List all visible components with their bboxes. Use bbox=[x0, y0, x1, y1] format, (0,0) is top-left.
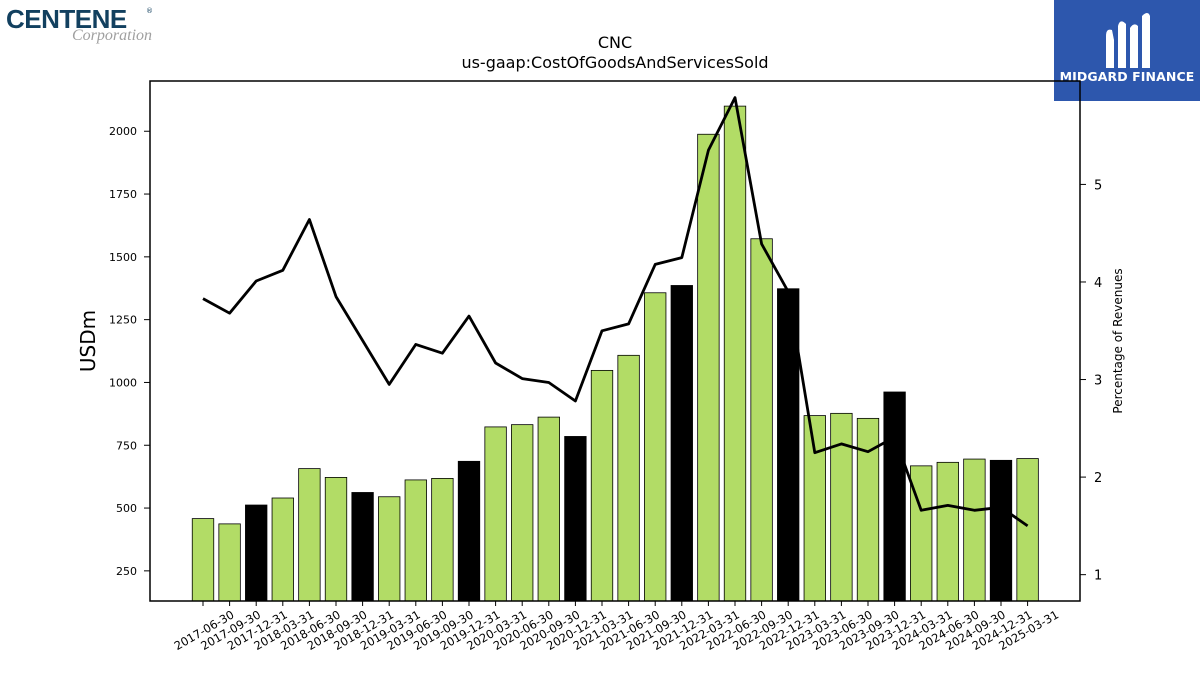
bar-2019-06-30 bbox=[404, 479, 427, 602]
bar-2021-06-30 bbox=[617, 354, 640, 602]
y-tick-label: 500 bbox=[116, 502, 137, 515]
plot-frame bbox=[149, 80, 1081, 602]
bar-2018-06-30 bbox=[298, 468, 321, 602]
y-tick-label: 1500 bbox=[109, 251, 137, 264]
y2-tick-label: 3 bbox=[1094, 374, 1102, 389]
y2-axis-ticks: 1 2 3 4 5 bbox=[1080, 178, 1102, 584]
bar-2021-12-31 bbox=[670, 285, 693, 602]
brand-name: MIDGARD FINANCE bbox=[1059, 69, 1195, 84]
bar-2021-03-31 bbox=[590, 369, 614, 602]
bar-2019-03-31 bbox=[378, 496, 401, 602]
y2-tick-label: 2 bbox=[1094, 471, 1102, 486]
bar-2017-12-31 bbox=[245, 504, 268, 602]
bar-2019-12-31 bbox=[457, 460, 481, 602]
bar-2019-09-30 bbox=[431, 478, 454, 602]
percentage-of-revenues-line bbox=[202, 96, 1029, 528]
bar-2025-03-31 bbox=[1016, 458, 1039, 602]
y2-tick-label: 4 bbox=[1094, 276, 1102, 291]
bar-2022-09-30 bbox=[750, 238, 773, 602]
bar-2024-09-30 bbox=[963, 458, 986, 602]
bar-2018-09-30 bbox=[324, 477, 348, 602]
y-axis-ticks: 250 500 750 1000 1250 1500 1750 2000 bbox=[109, 125, 150, 578]
chart-title: CNC bbox=[598, 33, 632, 52]
bar-2017-09-30 bbox=[218, 523, 241, 602]
y-axis-label: USDm bbox=[76, 310, 100, 372]
bar-2020-09-30 bbox=[537, 416, 560, 602]
registered-mark: ® bbox=[146, 7, 153, 15]
bar-2020-06-30 bbox=[511, 424, 534, 602]
y2-axis-label: Percentage of Revenues bbox=[1111, 268, 1125, 413]
bar-2017-06-30 bbox=[191, 518, 215, 602]
bar-2023-09-30 bbox=[856, 417, 880, 602]
bar-2023-12-31 bbox=[883, 391, 906, 602]
company-subtitle: Corporation bbox=[72, 27, 153, 44]
y2-tick-label: 1 bbox=[1094, 569, 1102, 584]
x-axis-ticks: 2017-06-302017-09-302017-12-312018-03-31… bbox=[172, 601, 1061, 653]
bar-2023-03-31 bbox=[803, 415, 826, 602]
y-tick-label: 250 bbox=[116, 565, 137, 578]
y-tick-label: 1750 bbox=[109, 188, 137, 201]
y2-tick-label: 5 bbox=[1094, 178, 1102, 193]
bar-2022-03-31 bbox=[697, 133, 720, 602]
y-tick-label: 1000 bbox=[109, 376, 137, 389]
percentage-line-group bbox=[202, 96, 1029, 528]
company-logo: CENTENE ® Corporation bbox=[4, 2, 174, 46]
bar-2021-09-30 bbox=[644, 292, 667, 602]
company-name: CENTENE bbox=[6, 4, 127, 34]
bar-2018-03-31 bbox=[271, 497, 294, 602]
bar-2024-06-30 bbox=[936, 461, 959, 602]
y-tick-label: 750 bbox=[116, 439, 137, 452]
bar-2023-06-30 bbox=[830, 412, 853, 602]
chart-subtitle: us-gaap:CostOfGoodsAndServicesSold bbox=[461, 53, 768, 72]
bar-2022-06-30 bbox=[723, 105, 747, 602]
y-tick-label: 2000 bbox=[109, 125, 137, 138]
brand-m-icon bbox=[1106, 13, 1150, 68]
bar-2024-12-31 bbox=[989, 459, 1013, 602]
bars-group bbox=[191, 105, 1039, 602]
bar-2020-12-31 bbox=[564, 436, 587, 602]
y-tick-label: 1250 bbox=[109, 314, 137, 327]
brand-logo: MIDGARD FINANCE bbox=[1054, 0, 1200, 101]
bar-2020-03-31 bbox=[484, 426, 507, 602]
bar-2018-12-31 bbox=[351, 492, 374, 602]
